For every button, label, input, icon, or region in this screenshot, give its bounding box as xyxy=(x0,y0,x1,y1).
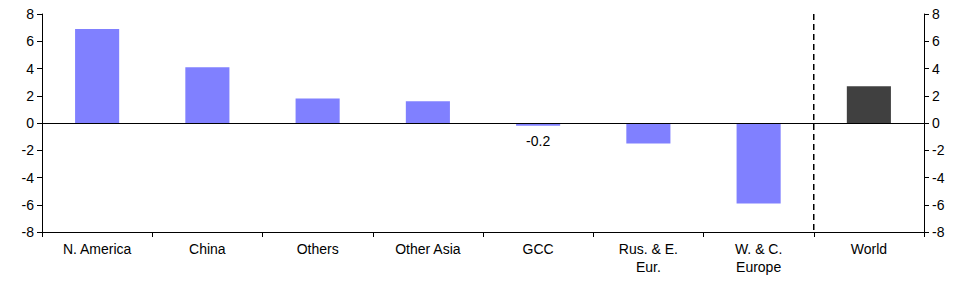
svg-text:-6: -6 xyxy=(932,197,945,213)
svg-text:Others: Others xyxy=(297,241,339,257)
svg-text:-8: -8 xyxy=(22,224,35,240)
svg-text:N. America: N. America xyxy=(63,241,132,257)
svg-text:2: 2 xyxy=(26,88,34,104)
svg-text:W. & C.: W. & C. xyxy=(735,241,782,257)
svg-text:Eur.: Eur. xyxy=(636,259,661,275)
svg-text:GCC: GCC xyxy=(523,241,554,257)
svg-text:-6: -6 xyxy=(22,197,35,213)
svg-text:8: 8 xyxy=(932,6,940,22)
svg-text:8: 8 xyxy=(26,6,34,22)
svg-text:2: 2 xyxy=(932,88,940,104)
svg-text:World: World xyxy=(851,241,887,257)
svg-text:-2: -2 xyxy=(932,142,945,158)
svg-text:4: 4 xyxy=(932,61,940,77)
svg-text:0: 0 xyxy=(26,115,34,131)
svg-text:-2: -2 xyxy=(22,142,35,158)
svg-text:-0.2: -0.2 xyxy=(526,133,550,149)
svg-text:4: 4 xyxy=(26,61,34,77)
svg-text:6: 6 xyxy=(932,33,940,49)
svg-text:Europe: Europe xyxy=(736,259,781,275)
svg-text:China: China xyxy=(189,241,226,257)
svg-text:0: 0 xyxy=(932,115,940,131)
svg-text:6: 6 xyxy=(26,33,34,49)
svg-text:-4: -4 xyxy=(22,170,35,186)
svg-text:Rus. & E.: Rus. & E. xyxy=(619,241,678,257)
svg-text:-4: -4 xyxy=(932,170,945,186)
svg-text:Other Asia: Other Asia xyxy=(395,241,461,257)
svg-text:-8: -8 xyxy=(932,224,945,240)
